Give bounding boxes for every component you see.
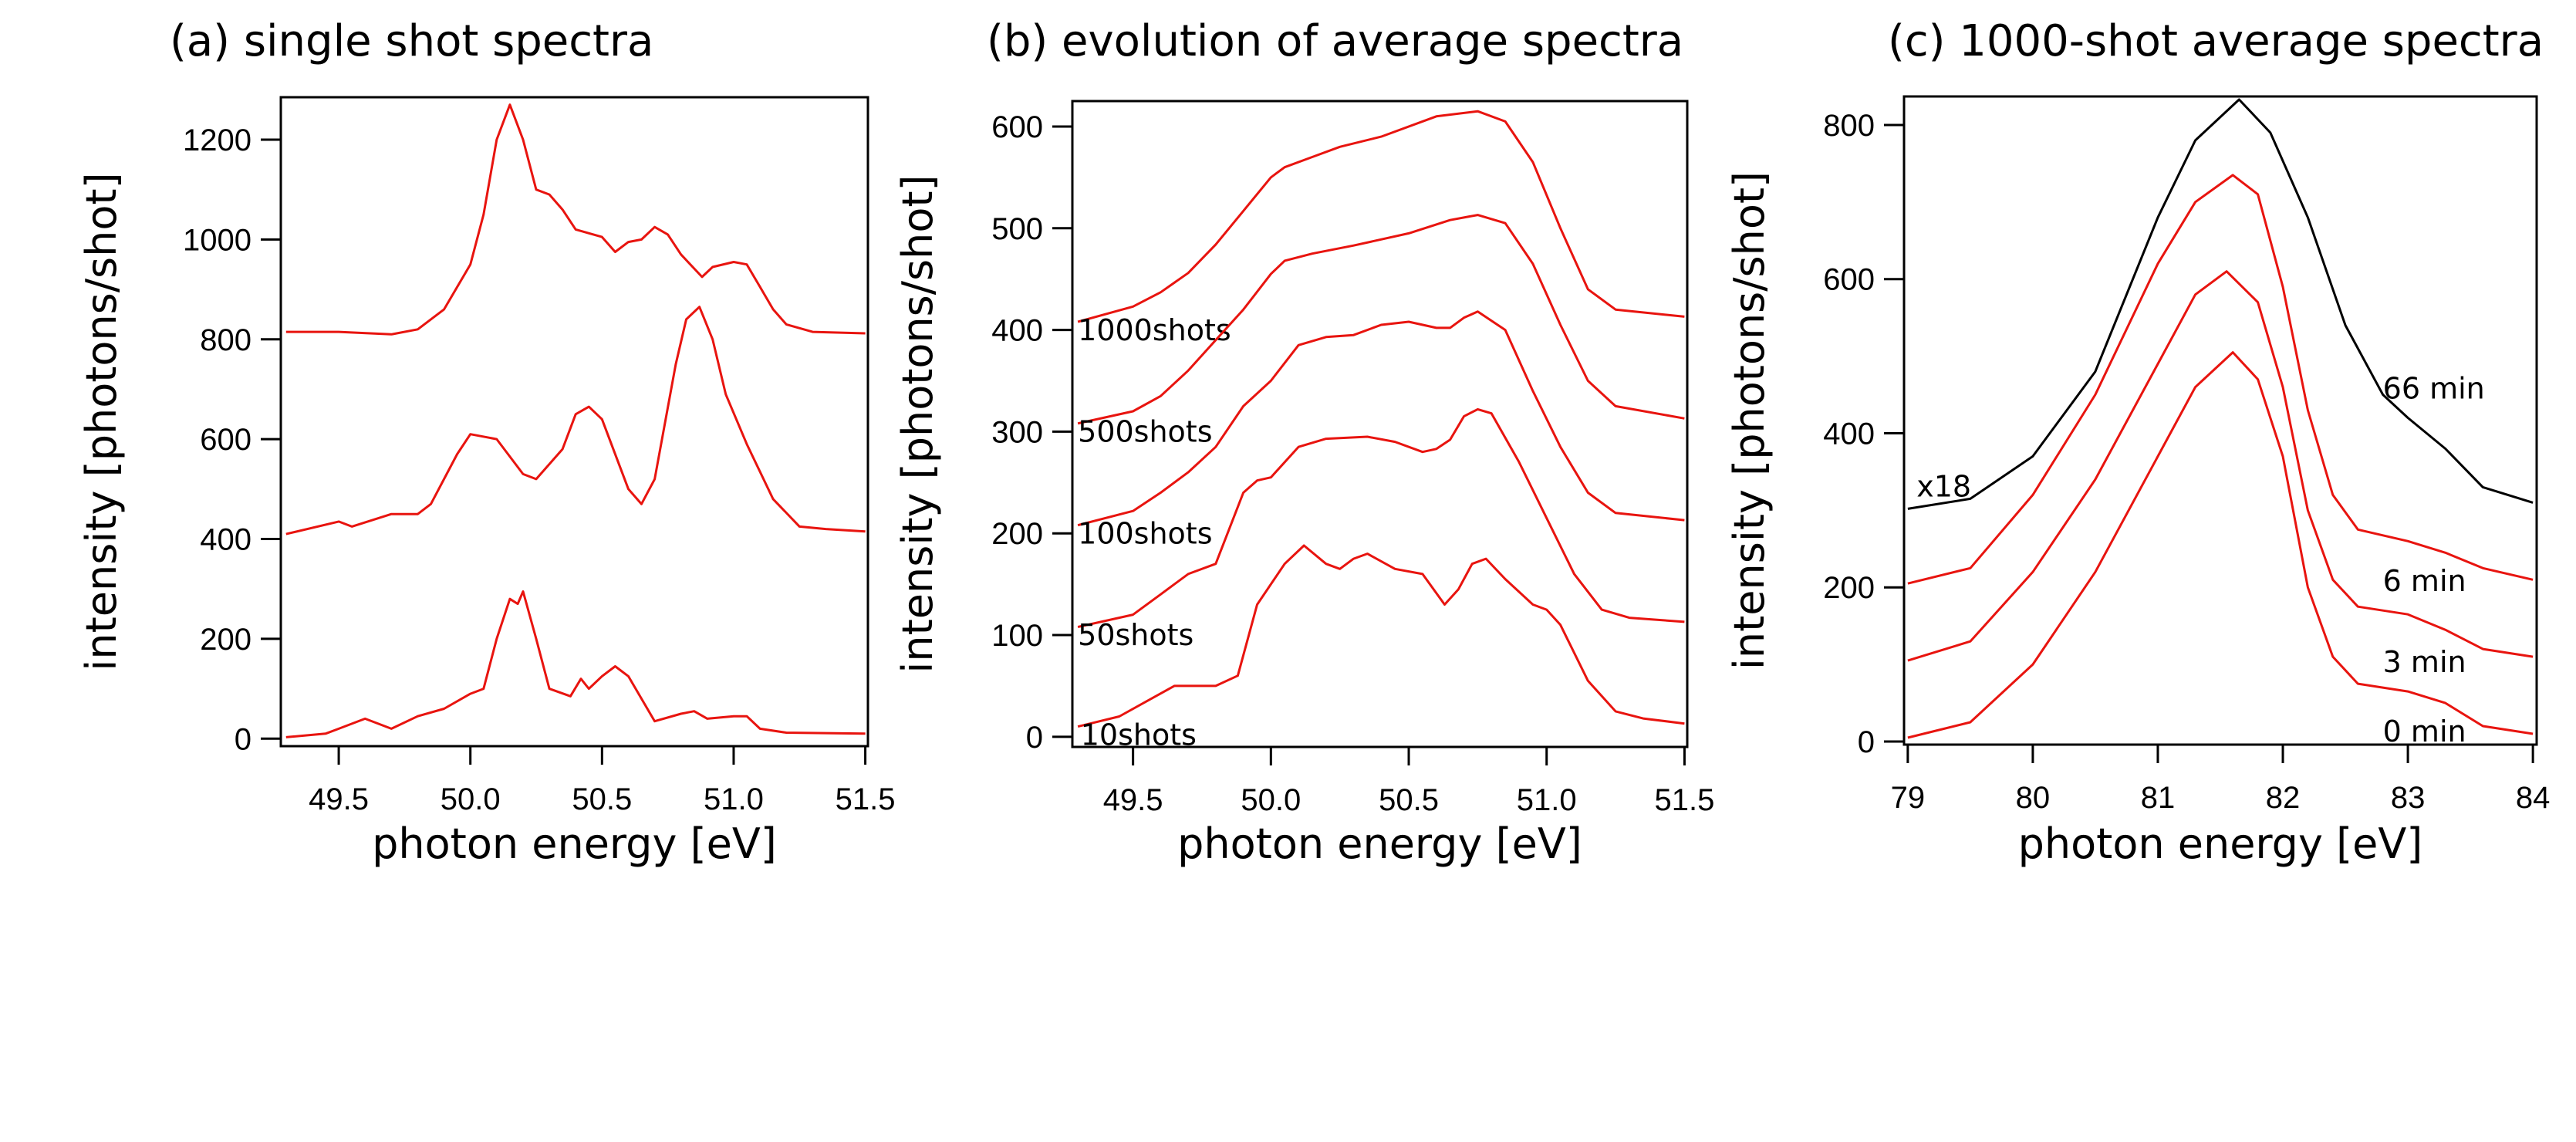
y-tick-label: 100 [991,619,1043,653]
y-tick-label: 600 [200,423,252,457]
plot-frame [1902,95,2538,746]
y-tick-label: 800 [200,323,252,357]
y-tick-label: 0 [1858,725,1875,759]
series-line [1907,98,2534,510]
x-tick-label: 50.5 [1379,783,1439,817]
x-tick-label: 84 [2516,781,2551,815]
y-tick-label: 300 [991,415,1043,449]
panel-a: (a) single shot spectra 0 200 400 600 800 1000… [77,16,896,868]
series-line [1907,174,2534,585]
series-label: 50shots [1078,618,1193,652]
x-tick-label: 50.5 [572,782,632,816]
y-tick-label: 0 [1026,721,1043,755]
series-line [1077,544,1685,728]
x-tick-label: 49.5 [309,782,369,816]
y-axis-label: intensity [photons/shot] [893,174,942,673]
series-line [285,590,866,738]
series-label: 6 min [2383,564,2466,598]
x-tick-label: 51.5 [1654,783,1714,817]
x-tick-label: 51.5 [836,782,896,816]
series-label: 500shots [1078,415,1212,449]
series-label: 3 min [2383,645,2466,679]
chart-title: (b) evolution of average spectra [987,16,1683,66]
series-line [285,103,866,336]
x-axis-label: photon energy [eV] [372,819,777,868]
chart-title: (a) single shot spectra [170,16,653,66]
series-label: 0 min [2383,715,2466,748]
series-line [1077,214,1685,425]
series-label: 66 min [2383,372,2485,406]
y-tick-label: 400 [200,523,252,557]
series-line [1077,310,1685,527]
plot-frame [1071,100,1689,748]
x-tick-label: 50.0 [441,782,501,816]
y-tick-label: 400 [991,314,1043,348]
y-tick-label: 600 [1823,263,1875,297]
x-tick-label: 51.0 [1517,783,1577,817]
chart-title: (c) 1000-shot average spectra [1888,16,2544,66]
series-line [1907,270,2534,662]
x-tick-label: 51.0 [704,782,764,816]
y-axis-label: intensity [photons/shot] [77,172,126,671]
annotation-label: x18 [1916,469,1971,503]
x-tick-label: 50.0 [1241,783,1301,817]
series-line [1907,351,2534,739]
series-label: 10shots [1081,718,1197,752]
series-label: 100shots [1078,516,1212,550]
series-label: 1000shots [1078,313,1231,347]
panel-b: (b) evolution of average spectra 0 100 200 3… [893,16,1714,868]
y-tick-label: 1200 [183,123,252,157]
x-tick-label: 83 [2391,781,2426,815]
y-tick-label: 200 [200,623,252,657]
x-tick-label: 82 [2266,781,2301,815]
y-tick-label: 800 [1823,109,1875,143]
x-axis-label: photon energy [eV] [1177,819,1582,868]
y-tick-label: 200 [991,517,1043,551]
x-tick-label: 49.5 [1103,783,1163,817]
x-axis-label: photon energy [eV] [2018,819,2423,868]
panel-c: (c) 1000-shot average spectra 0 200 400 600 8… [1725,16,2550,868]
y-tick-label: 200 [1823,571,1875,605]
y-tick-label: 400 [1823,417,1875,451]
series-line [285,306,866,536]
plot-frame [279,96,869,748]
y-tick-label: 1000 [183,223,252,257]
y-tick-label: 500 [991,212,1043,246]
x-tick-label: 79 [1891,781,1926,815]
x-tick-label: 81 [2141,781,2176,815]
series-line [1077,407,1685,628]
y-tick-label: 0 [235,722,252,756]
y-tick-label: 600 [991,110,1043,144]
y-axis-label: intensity [photons/shot] [1725,171,1774,670]
series-line [1077,110,1685,323]
x-tick-label: 80 [2016,781,2051,815]
